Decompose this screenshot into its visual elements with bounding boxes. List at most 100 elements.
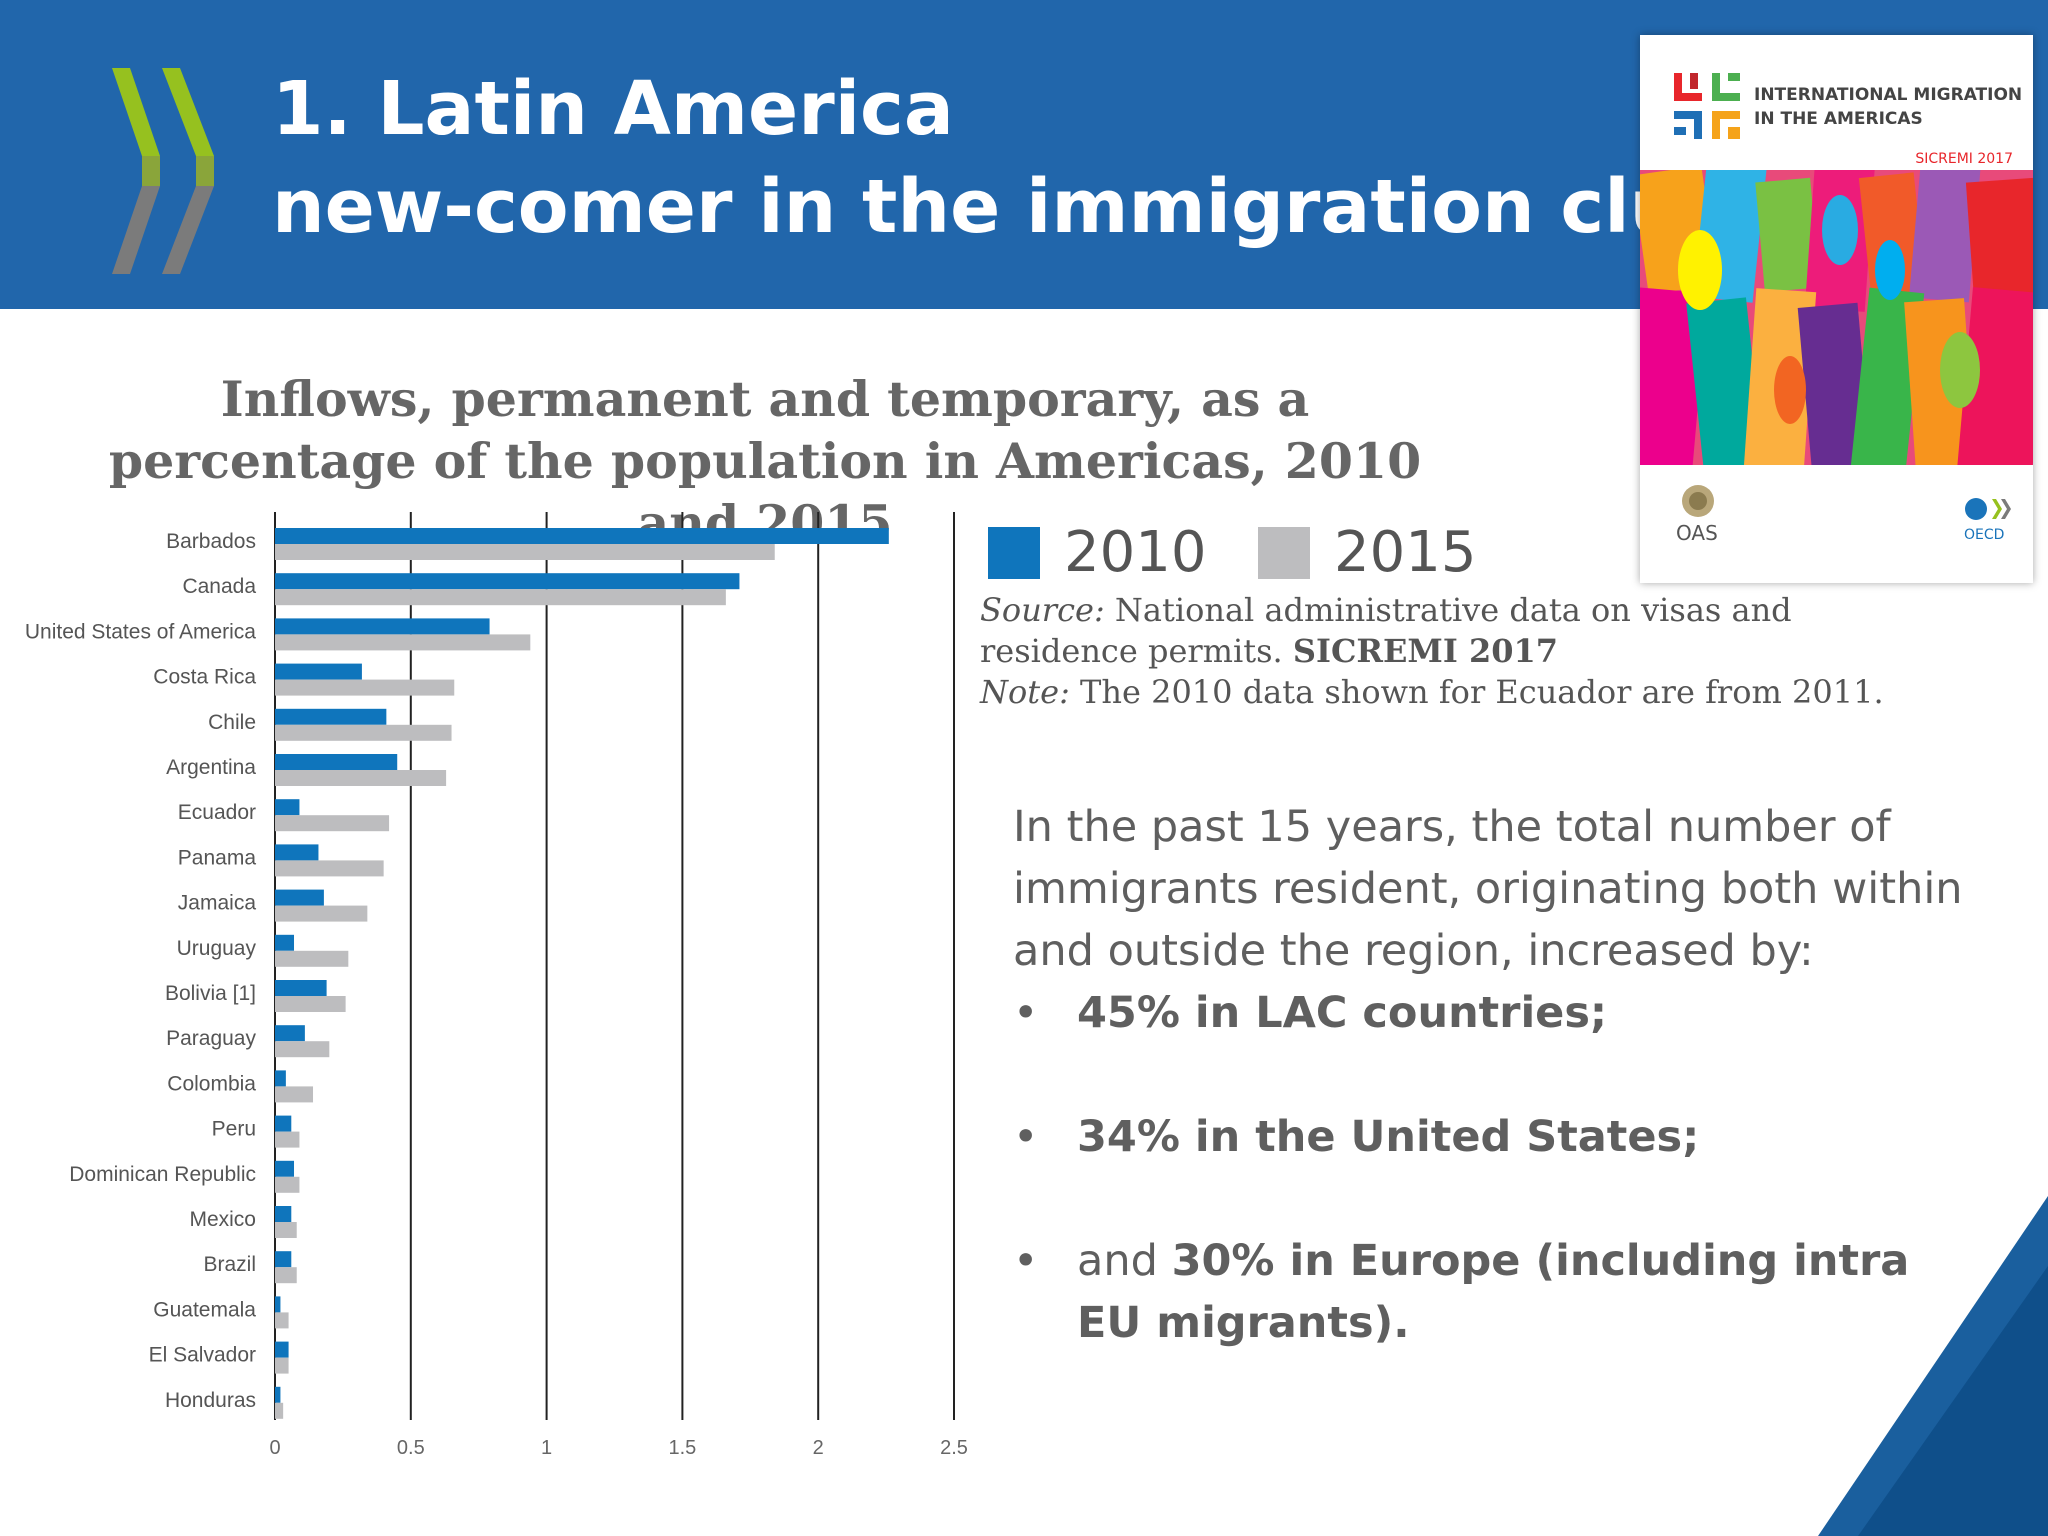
cover-edition: SICREMI 2017 xyxy=(1915,151,2013,167)
legend-label-2015: 2015 xyxy=(1334,520,1477,585)
legend-swatch-2010 xyxy=(988,526,1040,579)
x-tick-label: 0.5 xyxy=(397,1437,425,1459)
bar-2015 xyxy=(275,1402,284,1419)
bar-2015 xyxy=(275,1357,289,1374)
cover-title-line-2: IN THE AMERICAS xyxy=(1754,109,1923,129)
bullet-3-prefix: and xyxy=(1077,1236,1158,1286)
x-tick-label: 0 xyxy=(269,1437,280,1459)
cover-painting-image xyxy=(1640,170,2033,465)
bar-2015 xyxy=(275,589,726,606)
bar-2015 xyxy=(275,815,390,832)
note-label: Note: xyxy=(980,673,1070,711)
bar-2015 xyxy=(275,996,346,1012)
bar-2010 xyxy=(275,1025,305,1042)
category-label: Dominican Republic xyxy=(69,1163,256,1186)
cover-logo-oas: OAS xyxy=(1676,521,1718,545)
x-tick-label: 2.5 xyxy=(940,1437,968,1459)
legend-item-2010: 2010 xyxy=(988,520,1207,585)
bar-2010 xyxy=(275,1251,292,1268)
bar-2015 xyxy=(275,544,775,560)
category-label: Panama xyxy=(178,846,257,869)
category-label: El Salvador xyxy=(149,1344,256,1367)
bar-2010 xyxy=(275,1115,292,1132)
bar-2015 xyxy=(275,1312,289,1329)
category-label: Paraguay xyxy=(166,1027,256,1050)
bullet-dot: • xyxy=(1013,988,1039,1038)
report-cover-image: INTERNATIONAL MIGRATION IN THE AMERICAS … xyxy=(1640,35,2033,583)
category-label: Brazil xyxy=(203,1253,256,1276)
bar-2010 xyxy=(275,618,490,635)
bar-2010 xyxy=(275,1160,295,1177)
bar-2010 xyxy=(275,708,387,725)
bar-2010 xyxy=(275,844,319,861)
bar-2015 xyxy=(275,1176,300,1193)
bar-2015 xyxy=(275,770,447,786)
chart-source-note: Source: National administrative data on … xyxy=(980,590,1930,713)
source-label: Source: xyxy=(980,591,1105,629)
bullet-3-bold: 30% in Europe (including intra EU migran… xyxy=(1077,1236,1910,1348)
bar-2010 xyxy=(275,1070,286,1087)
bullet-dot: • xyxy=(1013,1236,1039,1286)
category-label: Bolivia [1] xyxy=(165,982,256,1005)
category-label: Honduras xyxy=(165,1389,256,1412)
category-label: Costa Rica xyxy=(153,666,256,689)
cover-logo-oecd: OECD xyxy=(1964,527,2005,543)
bar-2010 xyxy=(275,889,324,906)
category-label: Argentina xyxy=(166,756,256,779)
summary-intro: In the past 15 years, the total number o… xyxy=(1013,802,1963,976)
bar-2010 xyxy=(275,573,740,590)
oas-seal-icon xyxy=(1682,485,1714,517)
bar-2010 xyxy=(275,934,295,951)
category-label: Canada xyxy=(182,575,256,598)
category-label: Guatemala xyxy=(153,1298,256,1321)
bar-2010 xyxy=(275,799,300,816)
bar-2015 xyxy=(275,1041,330,1058)
bar-2010 xyxy=(275,1386,281,1403)
bar-2015 xyxy=(275,1222,297,1238)
report-logo-icon xyxy=(1674,73,1740,139)
category-label: Uruguay xyxy=(177,937,257,960)
summary-bullet-3: • and 30% in Europe (including intra EU … xyxy=(1013,1230,1973,1354)
bar-2015 xyxy=(275,905,368,922)
category-label: Colombia xyxy=(167,1072,256,1095)
category-label: Ecuador xyxy=(178,801,256,824)
note-text: The 2010 data shown for Ecuador are from… xyxy=(1080,673,1884,711)
bar-2015 xyxy=(275,679,455,696)
legend-item-2015: 2015 xyxy=(1258,520,1477,585)
bar-2010 xyxy=(275,528,889,544)
summary-text: In the past 15 years, the total number o… xyxy=(1013,796,1973,1354)
x-tick-label: 1.5 xyxy=(668,1437,696,1459)
legend-swatch-2015 xyxy=(1258,526,1310,579)
bullet-2-text: 34% in the United States; xyxy=(1077,1112,1700,1162)
x-tick-label: 1 xyxy=(541,1437,552,1459)
oecd-chevron-logo-icon xyxy=(112,68,214,274)
source-bold: SICREMI 2017 xyxy=(1292,632,1558,670)
bullet-dot: • xyxy=(1013,1112,1039,1162)
legend-label-2010: 2010 xyxy=(1064,520,1207,585)
bar-2010 xyxy=(275,754,398,770)
source-text: National administrative data on visas an… xyxy=(980,591,1792,670)
bar-2015 xyxy=(275,724,452,741)
bar-2010 xyxy=(275,1206,292,1222)
cover-title-line-1: INTERNATIONAL MIGRATION xyxy=(1754,85,2023,105)
category-label: Barbados xyxy=(166,530,256,553)
bullet-1-text: 45% in LAC countries; xyxy=(1077,988,1608,1038)
bar-chart: 0 0.5 1 1.5 2 2.5 Barbados Canada United States … xyxy=(25,512,968,1459)
bar-2015 xyxy=(275,1131,300,1148)
chart-title: Inflows, permanent and temporary, as a p… xyxy=(108,370,1422,552)
bar-2010 xyxy=(275,663,362,680)
bar-2015 xyxy=(275,860,384,877)
bar-2015 xyxy=(275,634,531,651)
bar-2010 xyxy=(275,980,327,996)
bar-2010 xyxy=(275,1296,281,1313)
corner-decoration xyxy=(1818,1196,2048,1536)
slide-title-line-1: 1. Latin America xyxy=(272,66,954,152)
category-label: Mexico xyxy=(189,1208,256,1231)
bar-2015 xyxy=(275,1267,297,1284)
category-label: Peru xyxy=(212,1118,256,1141)
bar-2015 xyxy=(275,950,349,967)
oecd-cover-logo-icon xyxy=(1965,498,2011,520)
summary-bullet-1: • 45% in LAC countries; xyxy=(1013,982,1973,1044)
slide-title-line-2: new-comer in the immigration club xyxy=(272,164,1736,250)
category-label: United States of America xyxy=(25,620,256,643)
